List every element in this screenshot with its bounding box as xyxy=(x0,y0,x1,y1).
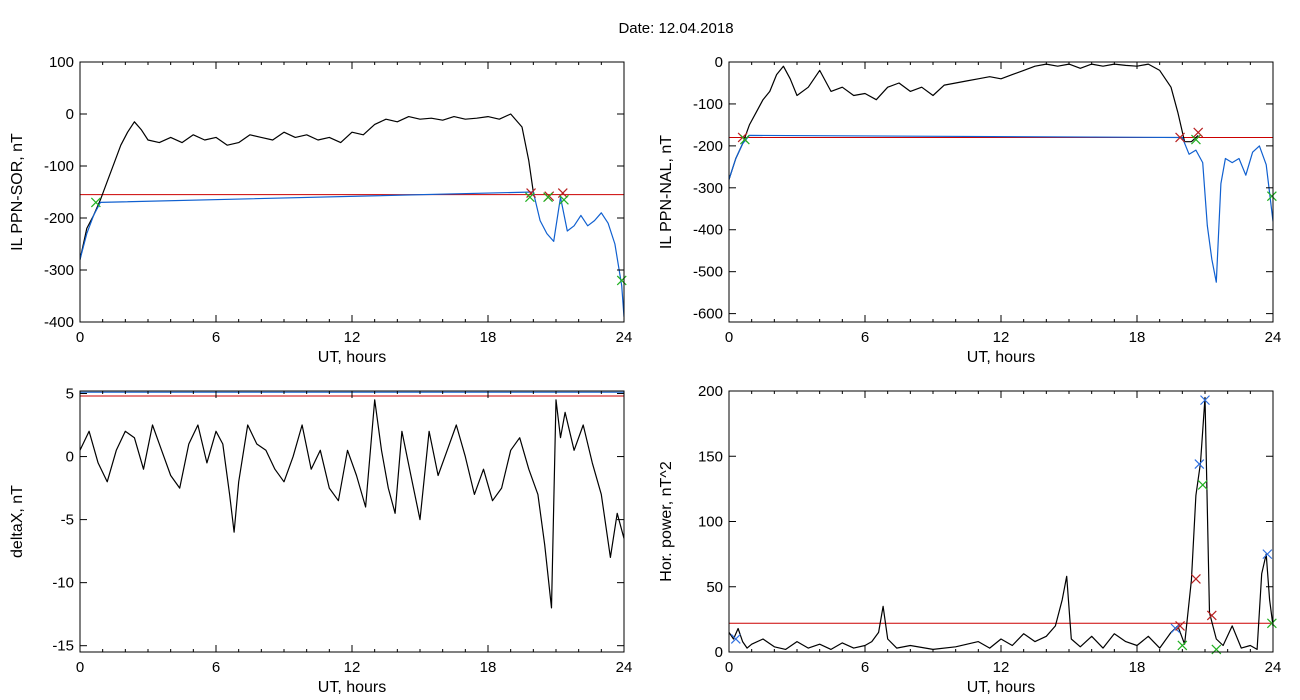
deltax-ytick-label: -5 xyxy=(61,512,74,529)
sor-ytick-label: -400 xyxy=(44,314,74,331)
power-xtick-label: 18 xyxy=(1129,659,1146,676)
sor-xtick-label: 24 xyxy=(616,329,633,346)
power-marker-blue xyxy=(1200,395,1210,406)
sor-ytick-label: -200 xyxy=(44,210,74,227)
panel-sor: 0 6 12 18 24 -400 -300 -200 -100 0 100 UT, hours IL … xyxy=(9,54,632,366)
sor-ytick-label: 100 xyxy=(49,54,74,71)
power-ytick-label: 150 xyxy=(698,448,723,465)
nal-ytick-label: -500 xyxy=(693,264,723,281)
sor-xtick-label: 6 xyxy=(212,329,220,346)
nal-xtick-label: 12 xyxy=(993,329,1010,346)
sor-x-axis-label: UT, hours xyxy=(318,349,386,366)
nal-series-black-line xyxy=(729,63,1199,180)
power-marker-blue xyxy=(1194,459,1205,470)
power-marker-green xyxy=(1197,480,1208,490)
power-xtick-label: 6 xyxy=(861,659,869,676)
nal-xtick-label: 6 xyxy=(861,329,869,346)
sor-series-blue-line xyxy=(80,191,624,317)
deltax-ytick-label: -15 xyxy=(52,638,74,655)
power-ytick-label: 0 xyxy=(715,644,723,661)
power-xtick-label: 0 xyxy=(725,659,733,676)
deltax-xtick-label: 12 xyxy=(344,659,361,676)
power-xtick-label: 12 xyxy=(993,659,1010,676)
power-marker-green xyxy=(1266,618,1277,629)
deltax-ytick-label: 5 xyxy=(66,386,74,403)
panel-deltax: 0 6 12 18 24 -15 -10 -5 0 5 UT, hours deltaX, nT xyxy=(9,386,632,696)
power-ytick-label: 50 xyxy=(706,579,723,596)
nal-marker-green xyxy=(1191,134,1201,145)
nal-marker-red xyxy=(1193,127,1204,138)
sor-marker-green xyxy=(525,192,535,203)
panel-power: 0 6 12 18 24 0 50 100 150 200 UT, hours Hor. power,… xyxy=(658,383,1281,696)
sor-marker-green xyxy=(616,275,627,286)
nal-ytick-label: -300 xyxy=(693,180,723,197)
power-marker-red xyxy=(1206,610,1217,621)
deltax-xtick-label: 18 xyxy=(480,659,497,676)
nal-series-blue-line xyxy=(729,134,1273,283)
sor-marker-green xyxy=(90,197,101,208)
sor-series-black-line xyxy=(80,113,534,260)
power-marker-red xyxy=(1191,573,1201,584)
deltax-xtick-label: 6 xyxy=(212,659,220,676)
sor-xtick-label: 0 xyxy=(76,329,84,346)
power-marker-blue xyxy=(1170,623,1181,634)
deltax-ytick-label: 0 xyxy=(66,449,74,466)
power-marker-blue xyxy=(1262,549,1273,560)
deltax-plot-frame xyxy=(79,390,625,653)
sor-ytick-label: -100 xyxy=(44,158,74,175)
nal-ytick-label: -100 xyxy=(693,96,723,113)
nal-x-axis-label: UT, hours xyxy=(967,349,1035,366)
nal-ytick-label: -400 xyxy=(693,222,723,239)
sor-y-axis-label: IL PPN-SOR, nT xyxy=(9,133,26,251)
power-marker-red xyxy=(1175,620,1185,631)
sor-plot-frame xyxy=(79,61,625,323)
power-ytick-label: 200 xyxy=(698,383,723,400)
sor-ytick-label: 0 xyxy=(66,106,74,123)
panel-nal: 0 6 12 18 24 -600 -500 -400 -300 -200 -100 0 UT, hou… xyxy=(658,54,1281,366)
deltax-xtick-label: 0 xyxy=(76,659,84,676)
deltax-y-axis-label: deltaX, nT xyxy=(9,485,26,558)
deltax-series-black-line xyxy=(80,399,624,609)
power-y-axis-label: Hor. power, nT^2 xyxy=(658,461,675,582)
sor-marker-green xyxy=(543,192,553,203)
nal-xtick-label: 24 xyxy=(1265,329,1282,346)
power-plot-frame xyxy=(728,390,1274,653)
sor-ytick-label: -300 xyxy=(44,262,74,279)
power-marker-blue xyxy=(730,634,741,644)
sor-xtick-label: 18 xyxy=(480,329,497,346)
nal-marker-red xyxy=(1175,132,1185,143)
nal-ytick-label: -600 xyxy=(693,306,723,323)
deltax-xtick-label: 24 xyxy=(616,659,633,676)
deltax-ytick-label: -10 xyxy=(52,575,74,592)
power-ytick-label: 100 xyxy=(698,514,723,531)
sor-xtick-label: 12 xyxy=(344,329,361,346)
deltax-x-axis-label: UT, hours xyxy=(318,679,386,696)
figure-title: Date: 12.04.2018 xyxy=(618,20,733,37)
nal-xtick-label: 0 xyxy=(725,329,733,346)
power-xtick-label: 24 xyxy=(1265,659,1282,676)
nal-plot-frame xyxy=(728,61,1274,323)
nal-ytick-label: -200 xyxy=(693,138,723,155)
nal-y-axis-label: IL PPN-NAL, nT xyxy=(658,135,675,249)
nal-marker-green xyxy=(739,134,750,145)
sor-marker-green xyxy=(559,194,569,205)
nal-ytick-label: 0 xyxy=(715,54,723,71)
power-series-black-line xyxy=(729,396,1273,651)
power-marker-green xyxy=(1211,644,1222,655)
nal-marker-green xyxy=(1266,191,1277,202)
power-x-axis-label: UT, hours xyxy=(967,679,1035,696)
power-marker-green xyxy=(1177,640,1188,651)
nal-xtick-label: 18 xyxy=(1129,329,1146,346)
